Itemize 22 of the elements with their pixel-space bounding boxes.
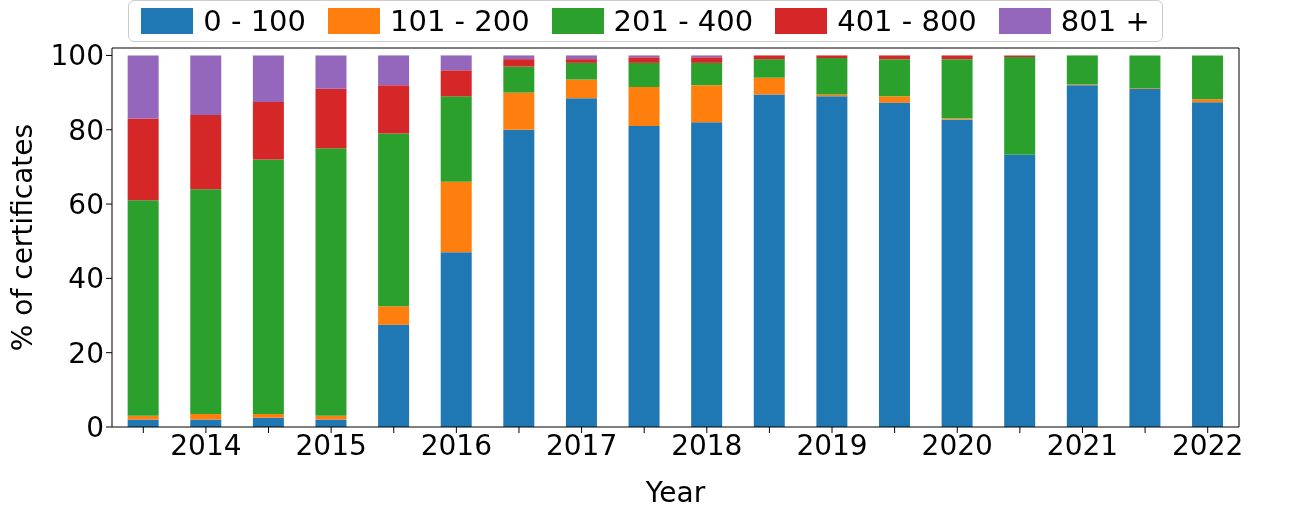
x-tick-label: 2020 xyxy=(921,428,993,462)
legend-label: 101 - 200 xyxy=(390,4,530,38)
y-tick-label: 100 xyxy=(50,39,104,73)
y-tick-label: 80 xyxy=(68,113,104,147)
x-tick-label: 2017 xyxy=(545,428,618,462)
legend-label: 0 - 100 xyxy=(203,4,306,38)
x-tick-label: 2019 xyxy=(796,428,868,462)
x-tick-label: 2015 xyxy=(295,428,367,462)
y-tick-label: 0 xyxy=(86,410,104,444)
legend-label: 401 - 800 xyxy=(837,4,977,38)
x-tick-label: 2016 xyxy=(420,428,492,462)
y-tick-label: 40 xyxy=(68,262,104,296)
y-axis-title: % of certificates xyxy=(5,123,39,352)
x-axis-title: Year xyxy=(644,476,706,508)
x-tick-label: 2022 xyxy=(1172,428,1244,462)
y-tick-label: 20 xyxy=(68,336,104,370)
y-tick-label: 60 xyxy=(68,188,104,221)
legend-label: 801 + xyxy=(1060,4,1150,38)
x-tick-label: 2018 xyxy=(671,428,743,462)
x-tick-label: 2021 xyxy=(1046,428,1119,462)
x-tick-label: 2014 xyxy=(170,428,242,462)
legend-label: 201 - 400 xyxy=(613,4,754,38)
